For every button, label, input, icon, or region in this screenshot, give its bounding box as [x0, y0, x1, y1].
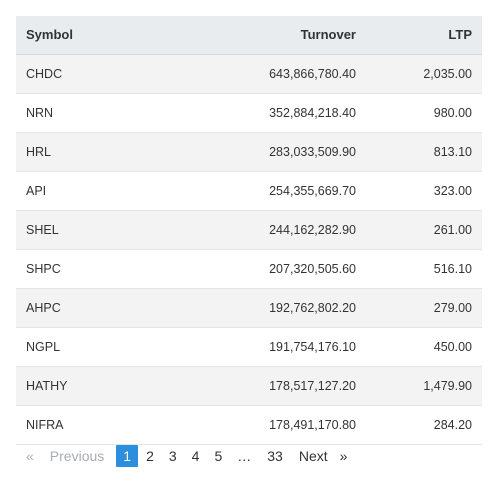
cell-turnover: 352,884,218.40: [269, 105, 356, 120]
cell-ltp: 279.00: [433, 300, 472, 315]
cell-ltp: 323.00: [433, 183, 472, 198]
page-button-2[interactable]: 2: [146, 448, 154, 464]
cell-symbol: AHPC: [26, 300, 61, 315]
cell-symbol: SHEL: [26, 222, 59, 237]
table-row[interactable]: AHPC 192,762,802.20 279.00: [16, 288, 482, 327]
page-button-last[interactable]: 33: [267, 448, 283, 464]
previous-page-button[interactable]: « Previous: [26, 448, 104, 464]
cell-turnover: 643,866,780.40: [269, 66, 356, 81]
cell-symbol: NRN: [26, 105, 54, 120]
cell-symbol: NGPL: [26, 339, 61, 354]
cell-ltp: 2,035.00: [423, 66, 472, 81]
cell-ltp: 450.00: [433, 339, 472, 354]
table-row[interactable]: API 254,355,669.70 323.00: [16, 171, 482, 210]
table-body: CHDC 643,866,780.40 2,035.00 NRN 352,884,218…: [16, 54, 482, 444]
table-row[interactable]: HRL 283,033,509.90 813.10: [16, 132, 482, 171]
cell-turnover: 178,517,127.20: [269, 378, 356, 393]
table-row[interactable]: SHPC 207,320,505.60 516.10: [16, 249, 482, 288]
cell-ltp: 980.00: [433, 105, 472, 120]
turnover-table: Symbol Turnover LTP CHDC 643,866,780.40 2,…: [16, 16, 482, 445]
cell-turnover: 244,162,282.90: [269, 222, 356, 237]
column-header-turnover[interactable]: Turnover: [300, 27, 356, 43]
table-row[interactable]: NIFRA 178,491,170.80 284.20: [16, 405, 482, 444]
cell-symbol: NIFRA: [26, 417, 64, 432]
previous-label: Previous: [49, 448, 105, 464]
page-button-4[interactable]: 4: [191, 448, 200, 464]
table-row[interactable]: SHEL 244,162,282.90 261.00: [16, 210, 482, 249]
cell-symbol: SHPC: [26, 261, 61, 276]
cell-turnover: 254,355,669.70: [269, 183, 356, 198]
page-button-5[interactable]: 5: [214, 448, 223, 464]
cell-ltp: 813.10: [433, 144, 472, 159]
pagination-ellipsis: …: [237, 448, 252, 464]
page-button-1[interactable]: 1: [116, 445, 139, 467]
table-row[interactable]: CHDC 643,866,780.40 2,035.00: [16, 54, 482, 93]
table-row[interactable]: NGPL 191,754,176.10 450.00: [16, 327, 482, 366]
cell-turnover: 207,320,505.60: [269, 261, 356, 276]
table-row[interactable]: NRN 352,884,218.40 980.00: [16, 93, 482, 132]
cell-turnover: 192,762,802.20: [269, 300, 356, 315]
column-header-ltp[interactable]: LTP: [448, 27, 472, 43]
page-button-3[interactable]: 3: [168, 448, 177, 464]
turnover-table-container: Symbol Turnover LTP CHDC 643,866,780.40 2,…: [16, 16, 482, 445]
table-row[interactable]: HATHY 178,517,127.20 1,479.90: [16, 366, 482, 405]
double-chevron-left-icon: «: [26, 448, 34, 464]
cell-ltp: 261.00: [433, 222, 472, 237]
next-page-button[interactable]: Next »: [299, 448, 348, 464]
cell-ltp: 516.10: [433, 261, 472, 276]
cell-symbol: HRL: [26, 144, 52, 159]
cell-ltp: 284.20: [433, 417, 472, 432]
next-label: Next: [298, 448, 328, 464]
cell-symbol: CHDC: [26, 66, 63, 81]
cell-symbol: HATHY: [26, 378, 68, 393]
table-header-row: Symbol Turnover LTP: [16, 16, 482, 54]
column-header-symbol[interactable]: Symbol: [26, 27, 73, 43]
double-chevron-right-icon: »: [339, 448, 348, 464]
cell-ltp: 1,479.90: [423, 378, 472, 393]
cell-turnover: 178,491,170.80: [269, 417, 356, 432]
cell-turnover: 283,033,509.90: [269, 144, 356, 159]
cell-turnover: 191,754,176.10: [269, 339, 356, 354]
cell-symbol: API: [26, 183, 47, 198]
